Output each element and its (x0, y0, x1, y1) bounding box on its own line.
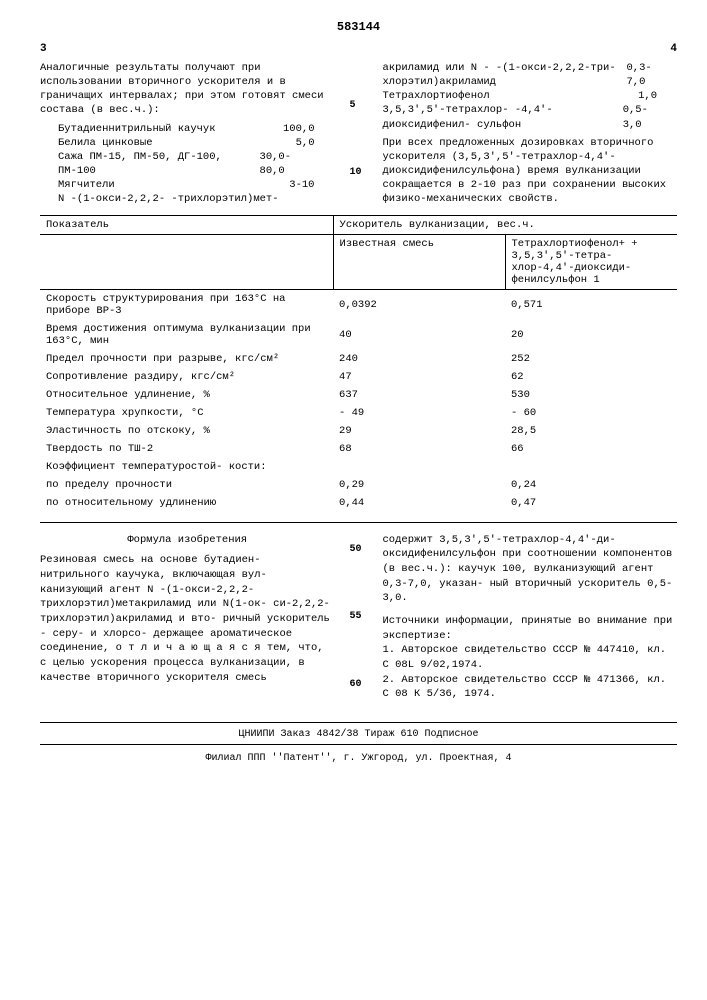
doc-number: 583144 (40, 20, 677, 34)
source-item: 1. Авторское свидетельство СССР № 447410… (383, 643, 678, 672)
comp-val: 100,0 (283, 122, 315, 136)
source-item: 2. Авторское свидетельство СССР № 471366… (383, 673, 678, 702)
comp-name: Мягчители (58, 178, 115, 192)
formula-text-right: содержит 3,5,3',5'-тетрахлор-4,4'-ди- ок… (383, 533, 678, 606)
comp-val: 30,0-80,0 (260, 150, 315, 178)
formula-title: Формула изобретения (40, 533, 335, 548)
table-sub-tetra: Тетрахлортиофенол+ + 3,5,3',5'-тетра- хл… (505, 234, 677, 289)
row-val: 0,24 (505, 476, 677, 494)
comp-name: акриламид или N - -(1-окси-2,2,2-три- хл… (383, 61, 627, 89)
row-val: 29 (333, 422, 505, 440)
comp-name: N -(1-окси-2,2,2- -трихлорэтил)мет- (58, 192, 279, 206)
row-label: Сопротивление раздиру, кгс/см² (40, 368, 333, 386)
row-val: 40 (333, 320, 505, 350)
row-label: Скорость структурирования при 163°С на п… (40, 289, 333, 320)
comp-name: Бутадиеннитрильный каучук (58, 122, 216, 136)
component-list-right: акриламид или N - -(1-окси-2,2,2-три- хл… (383, 61, 678, 132)
row-val: 252 (505, 350, 677, 368)
row-val: 0,44 (333, 494, 505, 512)
row-val: 0,29 (333, 476, 505, 494)
left-paragraph: Аналогичные результаты получают при испо… (40, 61, 335, 118)
line-number: 10 (350, 167, 368, 178)
coef-row-label: по относительному удлинению (40, 494, 333, 512)
line-number: 5 (350, 100, 368, 111)
row-val: 0,571 (505, 289, 677, 320)
comp-val: 0,3-7,0 (627, 61, 658, 89)
sources-title: Источники информации, принятые во вниман… (383, 614, 678, 643)
row-val: 0,0392 (333, 289, 505, 320)
comp-val: 0,5-3,0 (623, 103, 657, 131)
row-label: Температура хрупкости, °С (40, 404, 333, 422)
row-label: Эластичность по отскоку, % (40, 422, 333, 440)
component-list-left: Бутадиеннитрильный каучук 100,0 Белила ци… (58, 122, 335, 207)
row-val: 28,5 (505, 422, 677, 440)
comp-val: 5,0 (296, 136, 315, 150)
line-number: 55 (350, 610, 368, 624)
row-val: 0,47 (505, 494, 677, 512)
row-val: - 49 (333, 404, 505, 422)
properties-table: Показатель Ускоритель вулканизации, вес.… (40, 215, 677, 523)
row-val: 20 (505, 320, 677, 350)
right-paragraph: При всех предложенных дозировках вторичн… (383, 136, 678, 207)
comp-name: Тетрахлортиофенол (383, 89, 490, 103)
table-sub-known: Известная смесь (333, 234, 505, 289)
row-label: Относительное удлинение, % (40, 386, 333, 404)
coef-label: Коэффициент температуростой- кости: (40, 458, 333, 476)
coef-row-label: по пределу прочности (40, 476, 333, 494)
row-label: Твердость по ТШ-2 (40, 440, 333, 458)
row-val: 62 (505, 368, 677, 386)
page-num-left: 3 (40, 42, 335, 57)
comp-name: 3,5,3',5'-тетрахлор- -4,4'-диоксидифенил… (383, 103, 623, 131)
line-number: 50 (350, 543, 368, 557)
row-label: Предел прочности при разрыве, кгс/см² (40, 350, 333, 368)
footer-order: ЦНИИПИ Заказ 4842/38 Тираж 610 Подписное (40, 722, 677, 740)
row-val: - 60 (505, 404, 677, 422)
row-val: 47 (333, 368, 505, 386)
row-val: 66 (505, 440, 677, 458)
row-val: 68 (333, 440, 505, 458)
comp-name: Белила цинковые (58, 136, 153, 150)
table-header-indicator: Показатель (40, 215, 333, 234)
comp-val: 3-10 (289, 178, 314, 192)
comp-val: 1,0 (638, 89, 657, 103)
page-num-right: 4 (383, 42, 678, 57)
footer-address: Филиал ППП ''Патент'', г. Ужгород, ул. П… (40, 753, 677, 764)
line-number: 60 (350, 678, 368, 692)
formula-text-left: Резиновая смесь на основе бутадиен- нитр… (40, 553, 335, 685)
row-label: Время достижения оптимума вулканизации п… (40, 320, 333, 350)
row-val: 240 (333, 350, 505, 368)
row-val: 530 (505, 386, 677, 404)
row-val: 637 (333, 386, 505, 404)
table-header-accelerator: Ускоритель вулканизации, вес.ч. (333, 215, 677, 234)
comp-name: Сажа ПМ-15, ПМ-50, ДГ-100, ПМ-100 (58, 150, 260, 178)
